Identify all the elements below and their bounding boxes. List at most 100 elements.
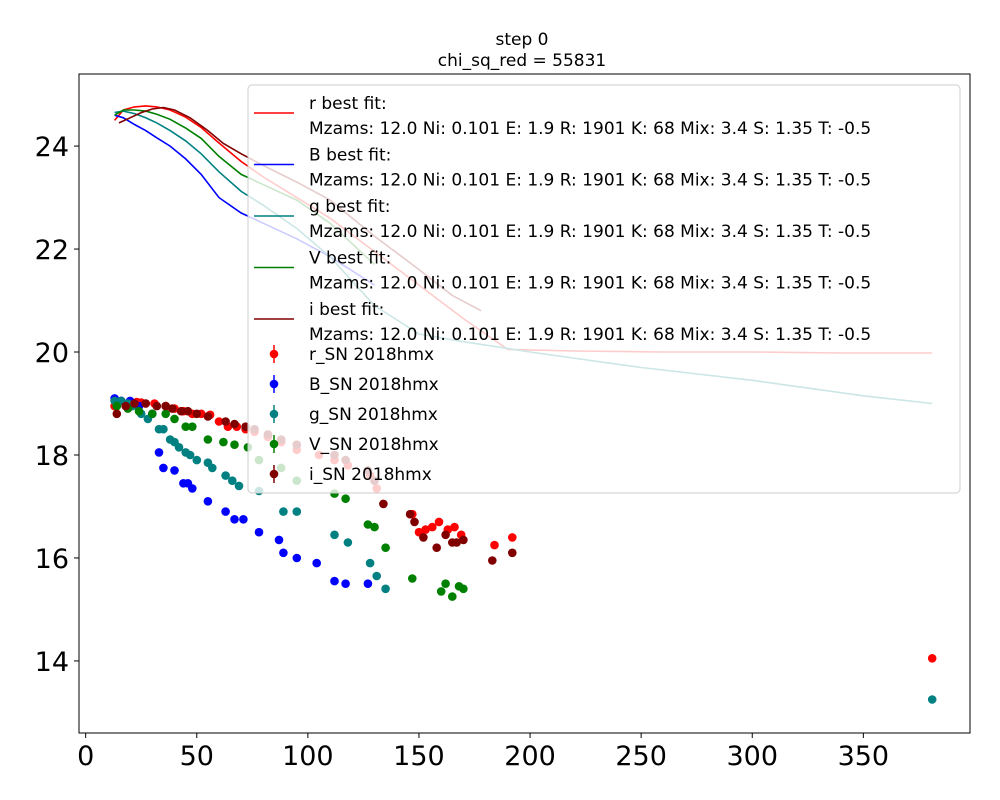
point-i-sn-2018hmx <box>432 543 442 552</box>
point-v-sn-2018hmx <box>441 579 450 588</box>
legend-label: V_SN 2018hmx <box>309 435 439 455</box>
point-r-sn-2018hmx <box>434 517 444 527</box>
point-i-sn-2018hmx <box>141 399 150 408</box>
point-v-sn-2018hmx <box>408 574 417 583</box>
legend-marker-r-sn-2018hmx <box>269 349 279 359</box>
point-g-sn-2018hmx <box>234 481 244 491</box>
point-b-sn-2018hmx <box>159 463 168 473</box>
y-tick-label: 14 <box>35 647 69 678</box>
point-i-sn-2018hmx <box>379 499 388 509</box>
legend-label: B best fit: <box>309 146 391 166</box>
point-v-sn-2018hmx <box>459 584 468 594</box>
y-tick-label: 20 <box>35 338 69 369</box>
legend-params: Mzams: 12.0 Ni: 0.101 E: 1.9 R: 1901 K: … <box>309 171 871 191</box>
legend-label: g_SN 2018hmx <box>309 405 438 425</box>
point-i-sn-2018hmx <box>441 530 450 540</box>
point-r-sn-2018hmx <box>214 417 224 426</box>
legend-marker-b-sn-2018hmx <box>269 379 279 389</box>
point-b-sn-2018hmx <box>292 553 302 563</box>
point-i-sn-2018hmx <box>121 401 130 411</box>
point-b-sn-2018hmx <box>254 527 264 537</box>
x-tick-label: 150 <box>393 741 445 772</box>
point-g-sn-2018hmx <box>372 571 382 581</box>
legend-marker-i-sn-2018hmx <box>269 469 279 479</box>
point-v-sn-2018hmx <box>181 422 190 432</box>
point-i-sn-2018hmx <box>488 556 497 565</box>
point-i-sn-2018hmx <box>130 399 139 408</box>
point-i-sn-2018hmx <box>112 409 122 419</box>
y-tick-label: 16 <box>35 544 69 575</box>
legend-label: V best fit: <box>309 249 391 269</box>
y-tick-label: 24 <box>35 132 69 163</box>
point-b-sn-2018hmx <box>230 515 239 524</box>
point-g-sn-2018hmx <box>927 695 937 704</box>
point-v-sn-2018hmx <box>448 592 457 601</box>
point-b-sn-2018hmx <box>188 484 197 493</box>
legend-label: B_SN 2018hmx <box>309 375 439 395</box>
point-v-sn-2018hmx <box>381 543 390 552</box>
point-r-sn-2018hmx <box>428 522 437 532</box>
point-v-sn-2018hmx <box>341 494 350 504</box>
point-b-sn-2018hmx <box>221 507 230 516</box>
point-g-sn-2018hmx <box>192 455 202 465</box>
point-b-sn-2018hmx <box>341 579 350 588</box>
point-g-sn-2018hmx <box>159 424 168 434</box>
point-g-sn-2018hmx <box>185 450 195 460</box>
x-tick-label: 300 <box>726 741 778 772</box>
point-b-sn-2018hmx <box>279 548 288 558</box>
point-g-sn-2018hmx <box>208 463 217 473</box>
point-g-sn-2018hmx <box>381 584 390 594</box>
legend-params: Mzams: 12.0 Ni: 0.101 E: 1.9 R: 1901 K: … <box>309 119 871 139</box>
axes: 0 50 100 150 200 250 300 350 14 16 18 20 22 24 <box>35 73 971 772</box>
x-tick-label: 0 <box>77 741 94 772</box>
point-b-sn-2018hmx <box>154 448 164 457</box>
point-r-sn-2018hmx <box>421 525 430 534</box>
legend-marker-g-sn-2018hmx <box>269 409 279 419</box>
point-i-sn-2018hmx <box>459 535 468 545</box>
chart-title: step 0 <box>496 30 549 50</box>
legend-label: r best fit: <box>309 94 387 114</box>
point-g-sn-2018hmx <box>279 507 288 516</box>
point-v-sn-2018hmx <box>363 520 373 529</box>
point-b-sn-2018hmx <box>363 579 373 588</box>
point-v-sn-2018hmx <box>436 587 446 596</box>
point-v-sn-2018hmx <box>230 440 239 450</box>
point-r-sn-2018hmx <box>450 522 459 532</box>
legend-params: Mzams: 12.0 Ni: 0.101 E: 1.9 R: 1901 K: … <box>309 222 871 242</box>
point-v-sn-2018hmx <box>203 435 213 444</box>
point-v-sn-2018hmx <box>112 401 122 411</box>
point-v-sn-2018hmx <box>170 414 179 424</box>
point-g-sn-2018hmx <box>228 476 237 486</box>
legend-label: i_SN 2018hmx <box>309 465 432 485</box>
point-r-sn-2018hmx <box>490 540 499 550</box>
point-g-sn-2018hmx <box>292 507 302 516</box>
point-g-sn-2018hmx <box>221 471 230 480</box>
point-i-sn-2018hmx <box>192 409 202 419</box>
point-v-sn-2018hmx <box>370 522 379 532</box>
point-g-sn-2018hmx <box>330 530 339 540</box>
point-r-sn-2018hmx <box>927 654 937 663</box>
point-i-sn-2018hmx <box>419 533 428 542</box>
point-g-sn-2018hmx <box>174 443 184 452</box>
point-i-sn-2018hmx <box>410 517 419 527</box>
point-v-sn-2018hmx <box>161 409 170 419</box>
point-i-sn-2018hmx <box>152 401 162 411</box>
point-i-sn-2018hmx <box>508 548 517 558</box>
point-b-sn-2018hmx <box>170 466 179 475</box>
x-tick-label: 100 <box>282 741 334 772</box>
point-r-sn-2018hmx <box>508 533 517 542</box>
point-i-sn-2018hmx <box>203 412 213 421</box>
x-tick-label: 200 <box>504 741 556 772</box>
y-tick-label: 22 <box>35 235 69 266</box>
point-v-sn-2018hmx <box>148 409 157 419</box>
point-v-sn-2018hmx <box>134 406 144 416</box>
legend-marker-v-sn-2018hmx <box>269 439 279 449</box>
point-g-sn-2018hmx <box>365 558 375 568</box>
point-i-sn-2018hmx <box>221 417 230 426</box>
point-g-sn-2018hmx <box>343 538 353 547</box>
plot-frame <box>78 73 971 734</box>
point-b-sn-2018hmx <box>330 576 339 586</box>
legend: r best fit: Mzams: 12.0 Ni: 0.101 E: 1.9 … <box>247 84 961 494</box>
legend-box <box>247 84 961 494</box>
